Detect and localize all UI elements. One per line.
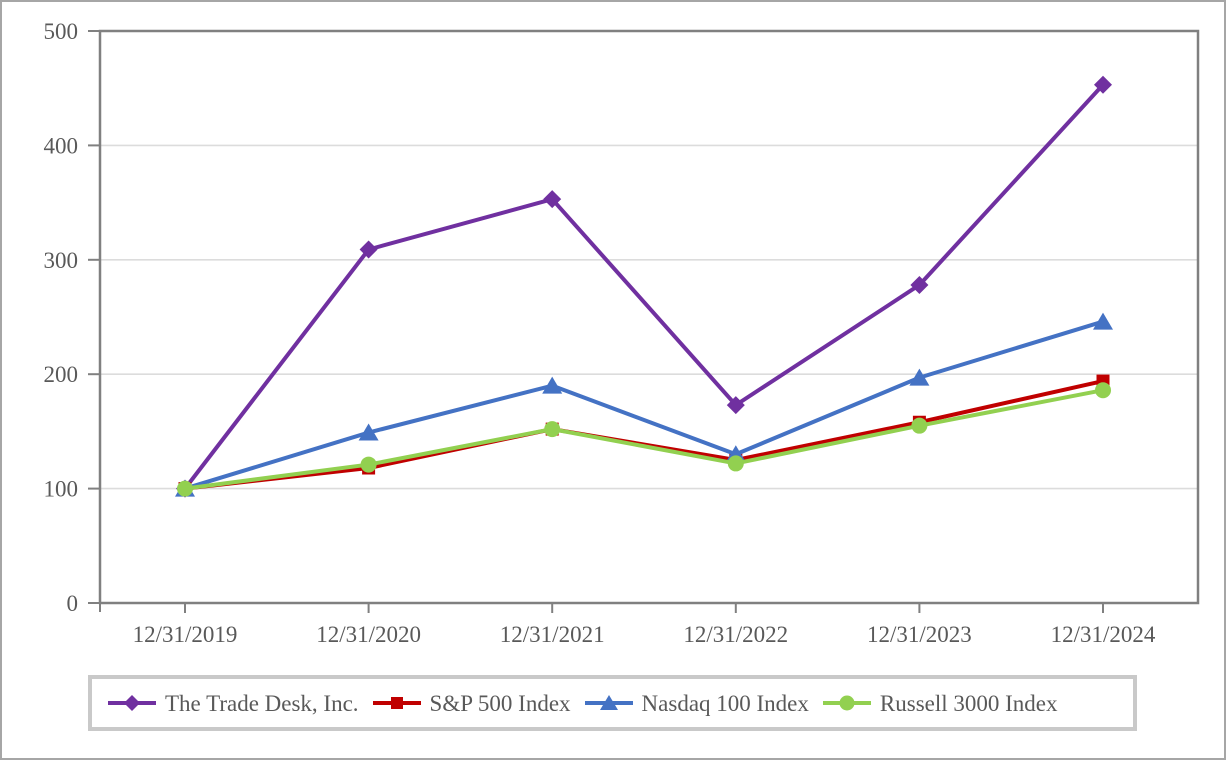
circle-marker	[360, 456, 377, 473]
circle-legend-icon	[822, 695, 871, 711]
triangle-marker	[1093, 312, 1113, 330]
diamond-marker	[359, 240, 378, 259]
x-axis-tick-label: 12/31/2020	[316, 622, 421, 647]
x-axis-tick-label: 12/31/2024	[1051, 622, 1156, 647]
diamond-marker	[543, 190, 562, 209]
y-axis-tick-label: 500	[44, 19, 79, 44]
x-axis-tick-label: 12/31/2021	[500, 622, 605, 647]
legend-item: The Trade Desk, Inc.	[108, 692, 359, 715]
y-axis-tick-label: 200	[44, 362, 79, 387]
diamond-legend-icon	[108, 695, 156, 711]
diamond-marker	[726, 396, 745, 415]
y-axis-tick-label: 100	[44, 477, 79, 502]
x-axis-tick-label: 12/31/2022	[683, 622, 788, 647]
circle-marker	[911, 417, 928, 434]
circle-marker	[544, 421, 561, 438]
series-line	[183, 83, 1105, 490]
diamond-marker	[1094, 75, 1112, 94]
x-axis-tick-label: 12/31/2023	[867, 622, 972, 647]
legend-label: Russell 3000 Index	[879, 690, 1058, 716]
y-axis-tick-label: 400	[44, 133, 79, 158]
circle-marker	[727, 455, 744, 472]
triangle-marker	[358, 423, 379, 441]
legend-label: The Trade Desk, Inc.	[165, 690, 359, 716]
triangle-marker	[909, 368, 930, 386]
y-axis-tick-label: 300	[44, 248, 79, 273]
legend-item: Nasdaq 100 Index	[584, 690, 809, 716]
legend-item: Russell 3000 Index	[822, 690, 1058, 716]
circle-marker	[1095, 382, 1111, 399]
series-line	[184, 388, 1104, 491]
triangle-marker	[542, 376, 563, 394]
legend-item: S&P 500 Index	[372, 690, 571, 716]
chart-legend: The Trade Desk, Inc. S&P 500 Index Nasdaq …	[88, 675, 1137, 731]
legend-label: S&P 500 Index	[429, 690, 571, 716]
x-axis-tick-label: 12/31/2019	[133, 622, 238, 647]
plot-border	[98, 29, 1200, 605]
triangle-legend-icon	[584, 695, 633, 710]
legend-label: Nasdaq 100 Index	[641, 690, 809, 716]
series-line	[184, 319, 1104, 491]
diamond-marker	[910, 275, 929, 294]
circle-marker	[177, 480, 193, 497]
square-legend-icon	[372, 697, 421, 709]
y-axis-tick-label: 0	[67, 591, 79, 616]
